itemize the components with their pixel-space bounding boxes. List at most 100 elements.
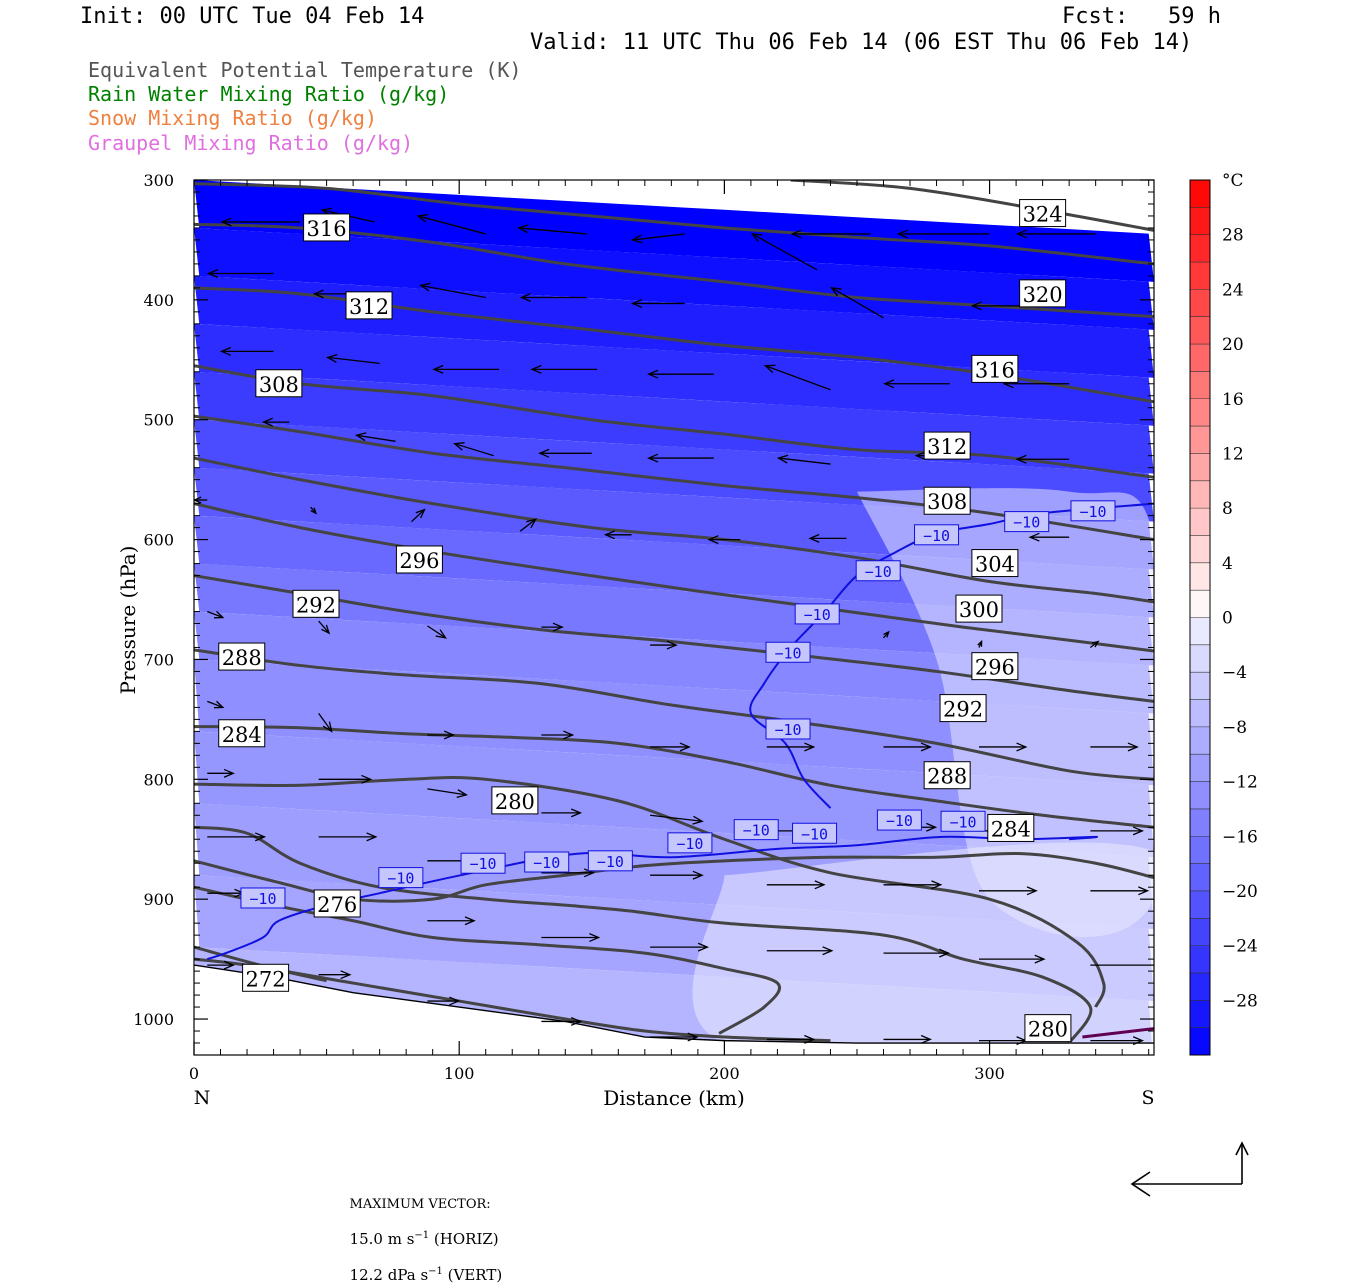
theta-e-contour-288	[194, 725, 1154, 829]
vert-exp: −1	[428, 1266, 443, 1277]
wind-vector	[776, 454, 831, 465]
colorbar-label: 16	[1222, 390, 1244, 410]
wind-vector	[883, 742, 932, 752]
wind-vector	[530, 364, 598, 374]
theta-e-contour-304	[194, 456, 1154, 604]
theta-e-label: 324	[1019, 199, 1067, 228]
svg-text:320: 320	[1023, 283, 1063, 307]
wind-vector	[207, 768, 235, 778]
wind-vector	[830, 287, 884, 319]
horiz-max: 15.0 m s	[349, 1230, 415, 1248]
colorbar-swatch	[1190, 426, 1210, 454]
wind-vector	[318, 970, 352, 980]
colorbar-label: 28	[1222, 226, 1244, 246]
wind-vector	[978, 886, 1038, 896]
svg-text:288: 288	[222, 646, 262, 670]
svg-text:324: 324	[1023, 203, 1063, 227]
wind-vector	[790, 229, 871, 239]
colorbar-label: 0	[1222, 609, 1233, 629]
svg-text:280: 280	[1028, 1018, 1068, 1042]
colorbar-label: 8	[1222, 499, 1233, 519]
svg-text:272: 272	[246, 967, 286, 991]
svg-text:−10: −10	[886, 812, 913, 830]
colorbar-label: 4	[1222, 554, 1233, 574]
svg-text:276: 276	[317, 893, 357, 917]
theta-e-label: 296	[971, 652, 1019, 681]
wind-vector	[650, 640, 678, 650]
theta-e-label: 292	[292, 589, 340, 618]
isotherm-label: −10	[378, 867, 424, 889]
wind-vector	[647, 453, 714, 463]
field-label-snow: Snow Mixing Ratio (g/kg)	[88, 106, 377, 130]
wind-vector	[1015, 229, 1096, 239]
theta-e-contour-276	[194, 885, 782, 1035]
x-tick-label: 300	[974, 1064, 1005, 1083]
reference-vector-icon	[1130, 1141, 1249, 1197]
svg-text:312: 312	[927, 435, 967, 459]
wind-vector	[707, 535, 741, 545]
svg-text:−10: −10	[804, 606, 831, 624]
wind-vector	[1015, 454, 1070, 464]
svg-text:−10: −10	[249, 890, 276, 908]
svg-text:−10: −10	[470, 855, 497, 873]
colorbar-swatch	[1190, 398, 1210, 427]
wind-vector	[541, 933, 601, 943]
wind-vector	[206, 269, 274, 278]
warm-pocket	[856, 488, 1154, 937]
isotherm-label: −10	[524, 851, 570, 873]
wind-vector	[325, 353, 380, 365]
vert-suffix: (VERT)	[442, 1266, 503, 1284]
svg-text:284: 284	[991, 817, 1031, 841]
wind-vector	[978, 954, 1046, 964]
theta-e-label: 288	[923, 761, 971, 790]
svg-text:−10: −10	[387, 870, 414, 888]
wind-vector	[220, 217, 301, 227]
colorbar-label: 12	[1222, 444, 1244, 464]
field-label-graupel: Graupel Mixing Ratio (g/kg)	[88, 131, 414, 155]
wind-vector	[541, 1016, 583, 1026]
theta-e-label: 308	[255, 369, 303, 398]
svg-text:296: 296	[975, 656, 1015, 680]
wind-vector	[977, 639, 983, 648]
wind-vector	[650, 1032, 699, 1042]
theta-e-label: 316	[971, 354, 1019, 383]
wind-vector	[411, 508, 426, 523]
colorbar-swatch	[1190, 535, 1210, 564]
temperature-band	[194, 563, 1154, 666]
wind-vector	[896, 229, 990, 239]
y-tick-label: 500	[143, 411, 174, 430]
wind-vector	[207, 960, 235, 970]
colorbar-swatch	[1190, 453, 1210, 482]
wind-vector	[1028, 532, 1070, 542]
colorbar-swatch	[1190, 1000, 1210, 1029]
wind-vector	[1090, 961, 1154, 970]
wind-vector	[883, 948, 951, 958]
wind-vector	[541, 730, 575, 740]
svg-text:292: 292	[943, 698, 983, 722]
theta-e-contour-324	[194, 182, 1154, 266]
colorbar-swatch	[1190, 781, 1210, 810]
svg-text:−10: −10	[923, 527, 950, 545]
temperature-band	[194, 275, 1154, 378]
theta-e-label: 280	[491, 786, 539, 815]
theta-e-label: 276	[313, 889, 361, 918]
wind-vector	[766, 1034, 816, 1044]
wind-vector	[207, 610, 225, 619]
wind-vector	[603, 530, 632, 540]
colorbar-swatch	[1190, 371, 1210, 400]
theta-e-label: 284	[987, 813, 1035, 842]
isotherm-label: −10	[1004, 511, 1050, 533]
colorbar-swatch	[1190, 699, 1210, 728]
isotherm-label: −10	[914, 524, 960, 546]
colorbar-swatch	[1190, 590, 1210, 618]
wind-vector	[766, 946, 834, 956]
colorbar-swatch	[1190, 480, 1210, 509]
theta-e-label: 284	[218, 719, 266, 748]
y-axis-label: Pressure (hPa)	[116, 546, 140, 695]
isotherm-label: −10	[940, 810, 986, 832]
svg-text:288: 288	[927, 765, 967, 789]
svg-text:316: 316	[307, 217, 347, 241]
isotherm-label: −10	[667, 832, 713, 854]
theta-e-label: 280	[1024, 1014, 1072, 1043]
colorbar-label: −4	[1222, 663, 1247, 683]
